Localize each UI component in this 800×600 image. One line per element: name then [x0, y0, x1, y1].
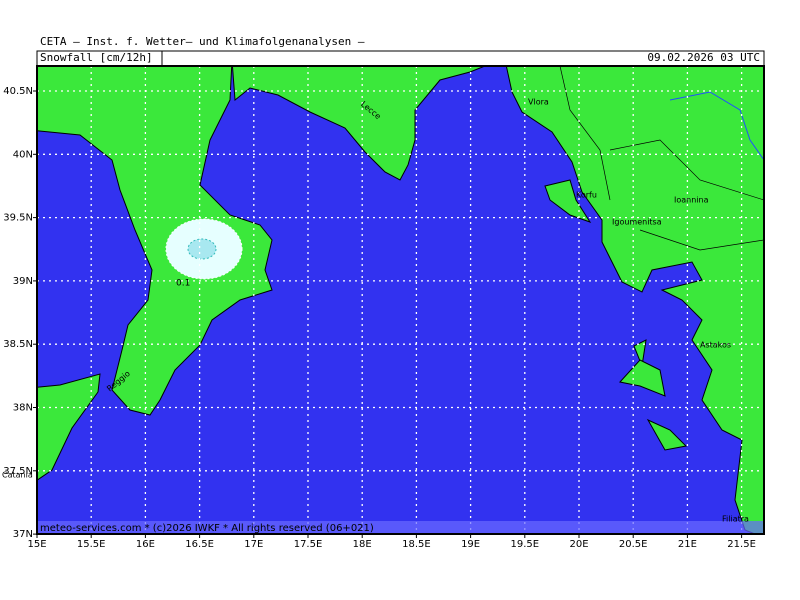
lon-label: 20.5E — [619, 539, 648, 550]
lon-label: 19.5E — [511, 539, 540, 550]
italy — [37, 66, 273, 416]
frame — [36, 65, 765, 535]
border — [639, 229, 764, 251]
map: meteo-services.com * (c)2026 IWKF * All … — [37, 66, 764, 534]
place-label: Catania — [2, 471, 33, 480]
place-label: Vlora — [528, 98, 549, 107]
place-label: Filiatra — [722, 515, 749, 524]
lon-label: 21.5E — [727, 539, 756, 550]
contour-label: 0.1 — [176, 279, 190, 289]
border — [609, 139, 764, 201]
lat-label: 37N — [13, 529, 33, 540]
snow-core — [187, 238, 217, 260]
place-label: Ioannina — [674, 196, 709, 205]
lat-label: 38.5N — [3, 339, 33, 350]
footer-band — [37, 521, 764, 534]
lat-label: 40N — [13, 149, 33, 160]
lon-label: 17.5E — [294, 539, 323, 550]
river — [669, 91, 764, 161]
lon-label: 17E — [244, 539, 263, 550]
place-label: Astakos — [700, 341, 731, 350]
grid — [37, 66, 764, 534]
balkans — [505, 66, 764, 534]
border — [559, 66, 611, 201]
sicily — [37, 373, 101, 481]
place-label: Korfu — [576, 191, 597, 200]
lon-label: 18.5E — [402, 539, 431, 550]
lat-label: 38N — [13, 403, 33, 414]
lon-label: 18E — [353, 539, 372, 550]
valid-time: 09.02.2026 03 UTC — [647, 51, 760, 64]
puglia — [231, 66, 487, 181]
labels: 15E 15.5E 16E 16.5E 17E 17.5E 18E 18.5E 19E 19.5E… — [2, 86, 756, 550]
lat-label: 37.5N — [3, 466, 33, 477]
lon-label: 19E — [461, 539, 480, 550]
lefkada — [633, 339, 647, 368]
lon-label: 21E — [678, 539, 697, 550]
lon-label: 15E — [27, 539, 46, 550]
title: CETA — Inst. f. Wetter— und Klimafolgena… — [40, 35, 365, 48]
lon-label: 20E — [569, 539, 588, 550]
lat-label: 39.5N — [3, 213, 33, 224]
zakynthos — [646, 418, 688, 451]
lat-label: 39N — [13, 276, 33, 287]
lat-label: 40.5N — [3, 86, 33, 97]
footer: meteo-services.com * (c)2026 IWKF * All … — [40, 523, 374, 534]
parameter: Snowfall [cm/12h] — [40, 51, 153, 64]
kefalonia — [619, 359, 666, 397]
lon-label: 16E — [136, 539, 155, 550]
place-label: Igoumenitsa — [612, 218, 662, 227]
lon-label: 15.5E — [77, 539, 106, 550]
lon-label: 16.5E — [185, 539, 214, 550]
